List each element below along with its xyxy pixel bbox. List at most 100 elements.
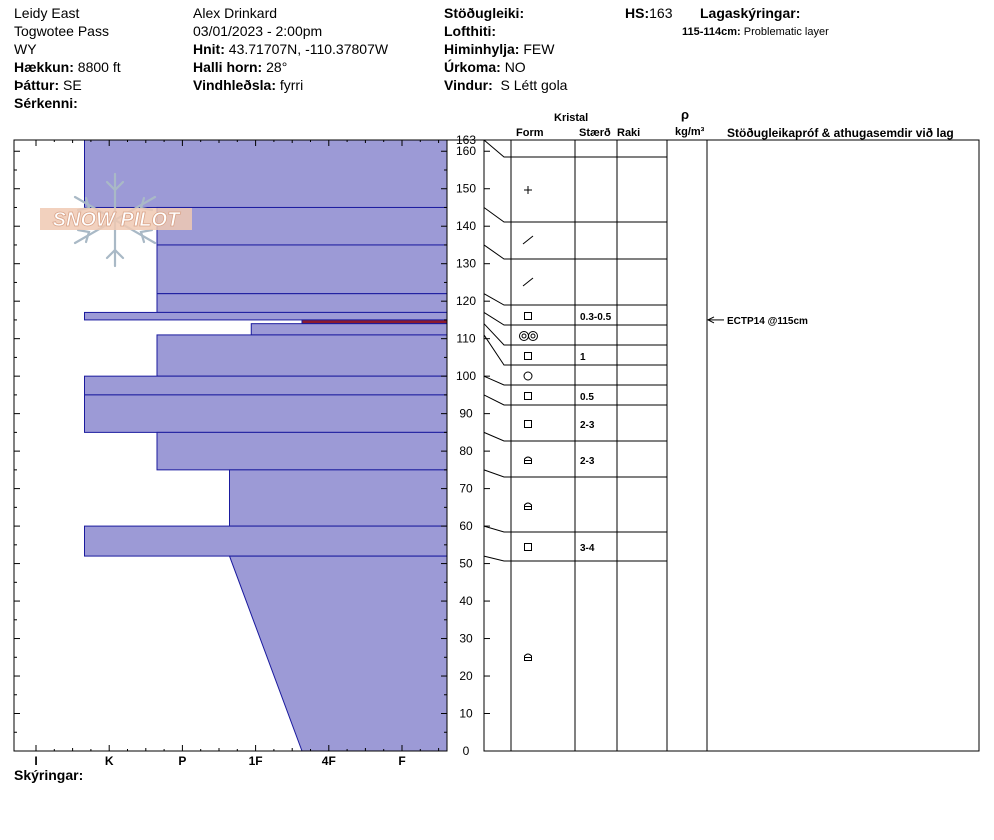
hardness-bar (156, 206, 448, 246)
hardness-bar (228, 555, 448, 752)
wind-row: Vindur: S Létt gola (444, 76, 567, 94)
layer-connector (483, 394, 511, 406)
layer-connector (483, 244, 511, 260)
hardness-bar (156, 431, 448, 471)
elevation-label: Hækkun: (14, 59, 74, 75)
crystal-header: Kristal (554, 112, 589, 124)
wind-label: Vindur: (444, 77, 493, 93)
grain-plus-icon (524, 186, 532, 194)
wind-value: S Létt gola (500, 77, 568, 93)
y-tick-label: 110 (456, 332, 475, 346)
x-tick-label: I (34, 754, 37, 768)
x-tick-label: 4F (322, 754, 336, 768)
sky-row: Himinhylja: FEW (444, 40, 554, 58)
notes-label: Skýringar: (14, 767, 84, 783)
y-tick-label: 150 (456, 182, 476, 196)
layer-connector (483, 293, 511, 306)
legend-range: 115-114cm: (682, 26, 741, 38)
y-tick-label: 10 (459, 707, 473, 721)
area-name: Togwotee Pass (14, 23, 109, 39)
slope-row: Halli horn: 28° (193, 58, 287, 76)
hardness-bar (156, 334, 448, 377)
grain-square-icon (524, 543, 532, 551)
slope-value: 28° (266, 59, 288, 75)
observation-datetime: 03/01/2023 - 2:00pm (193, 23, 323, 39)
layer-connector (483, 334, 511, 366)
grain-rounded-square-icon (524, 653, 532, 661)
y-tick-label: 70 (459, 482, 473, 496)
air-temp-label: Lofthiti: (444, 23, 497, 39)
coords-label: Hnit: (193, 41, 225, 57)
legend-entry: 115-114cm: Problematic layer (682, 23, 829, 41)
elevation-row: Hækkun: 8800 ft (14, 58, 121, 76)
wind-loading-value: fyrri (279, 77, 304, 93)
hardness-bar (156, 244, 448, 295)
precip-label: Úrkoma: (444, 59, 501, 75)
grain-size-label: 0.5 (580, 392, 594, 403)
rho-header: ρ (681, 107, 690, 122)
layer-connector (483, 431, 511, 442)
y-tick-label: 120 (456, 294, 476, 308)
tests-header: Stöðugleikapróf & athugasemdir við lag (727, 126, 954, 140)
grain-slash-icon (522, 235, 534, 245)
hs-value: 163 (649, 5, 673, 21)
hardness-bar (156, 293, 448, 313)
logo-text: SNOW PILOT (53, 209, 181, 231)
hardness-bar (84, 525, 448, 557)
grain-size-label: 3-4 (580, 543, 595, 554)
grain-circle-icon (523, 371, 533, 381)
grain-double-circle-icon (528, 331, 538, 341)
y-tick-label: 20 (459, 669, 473, 683)
grain-rounded-square-icon (524, 456, 532, 464)
grain-square-icon (524, 420, 532, 428)
hardness-plot-frame (13, 139, 448, 752)
grain-square-icon (524, 312, 532, 320)
y-tick-label: 160 (456, 144, 476, 158)
wind-loading-row: Vindhleðsla: fyrri (193, 76, 303, 94)
elevation-value: 8800 ft (77, 59, 121, 75)
features-label: Sérkenni: (14, 95, 78, 111)
layer-connector (483, 469, 511, 478)
grain-double-circle-icon (521, 333, 527, 339)
y-tick-label: 130 (456, 257, 476, 271)
problem-layer-bar (301, 319, 448, 325)
aspect-label: Þáttur: (14, 77, 60, 93)
precip-value: NO (504, 59, 526, 75)
grain-size-label: 2-3 (580, 456, 595, 467)
hs-label: HS: (625, 5, 650, 21)
grain-square-icon (524, 352, 532, 360)
y-tick-label: 40 (459, 594, 473, 608)
layer-connector (483, 525, 511, 533)
coords-value: 43.71707N, -110.37807W (228, 41, 389, 57)
snowpilot-logo: SNOW PILOT (40, 172, 192, 268)
hardness-bar (84, 375, 448, 396)
test-arrow-head (706, 316, 715, 324)
layer-connector (483, 375, 511, 386)
hardness-bar (229, 469, 448, 527)
hardness-bar (84, 394, 448, 433)
hardness-bar (84, 139, 448, 208)
hardness-bar (250, 323, 448, 336)
legend-label: Lagaskýringar: (700, 5, 801, 21)
moisture-header: Raki (617, 127, 641, 139)
density-unit-header: kg/m³ (675, 126, 705, 138)
grain-rounded-square-icon (524, 502, 532, 510)
y-tick-label: 60 (459, 519, 473, 533)
stability-label: Stöðugleiki: (444, 5, 525, 21)
grain-double-circle-icon (519, 331, 529, 341)
layer-connector (483, 312, 511, 326)
x-tick-label: K (105, 754, 114, 768)
y-tick-label: 30 (459, 632, 473, 646)
slope-label: Halli horn: (193, 59, 263, 75)
grain-slash-icon (522, 277, 534, 287)
observer-name: Alex Drinkard (193, 5, 278, 21)
grain-square-icon (524, 392, 532, 400)
y-tick-label: 0 (463, 744, 470, 758)
legend-text: Problematic layer (743, 26, 829, 38)
stability-test-label: ECTP14 @115cm (727, 316, 808, 327)
grain-size-label: 1 (580, 352, 586, 363)
y-tick-label: 140 (456, 219, 476, 233)
layer-table-frame (483, 139, 980, 752)
hardness-bar (84, 311, 448, 321)
y-tick-label: 100 (456, 369, 476, 383)
